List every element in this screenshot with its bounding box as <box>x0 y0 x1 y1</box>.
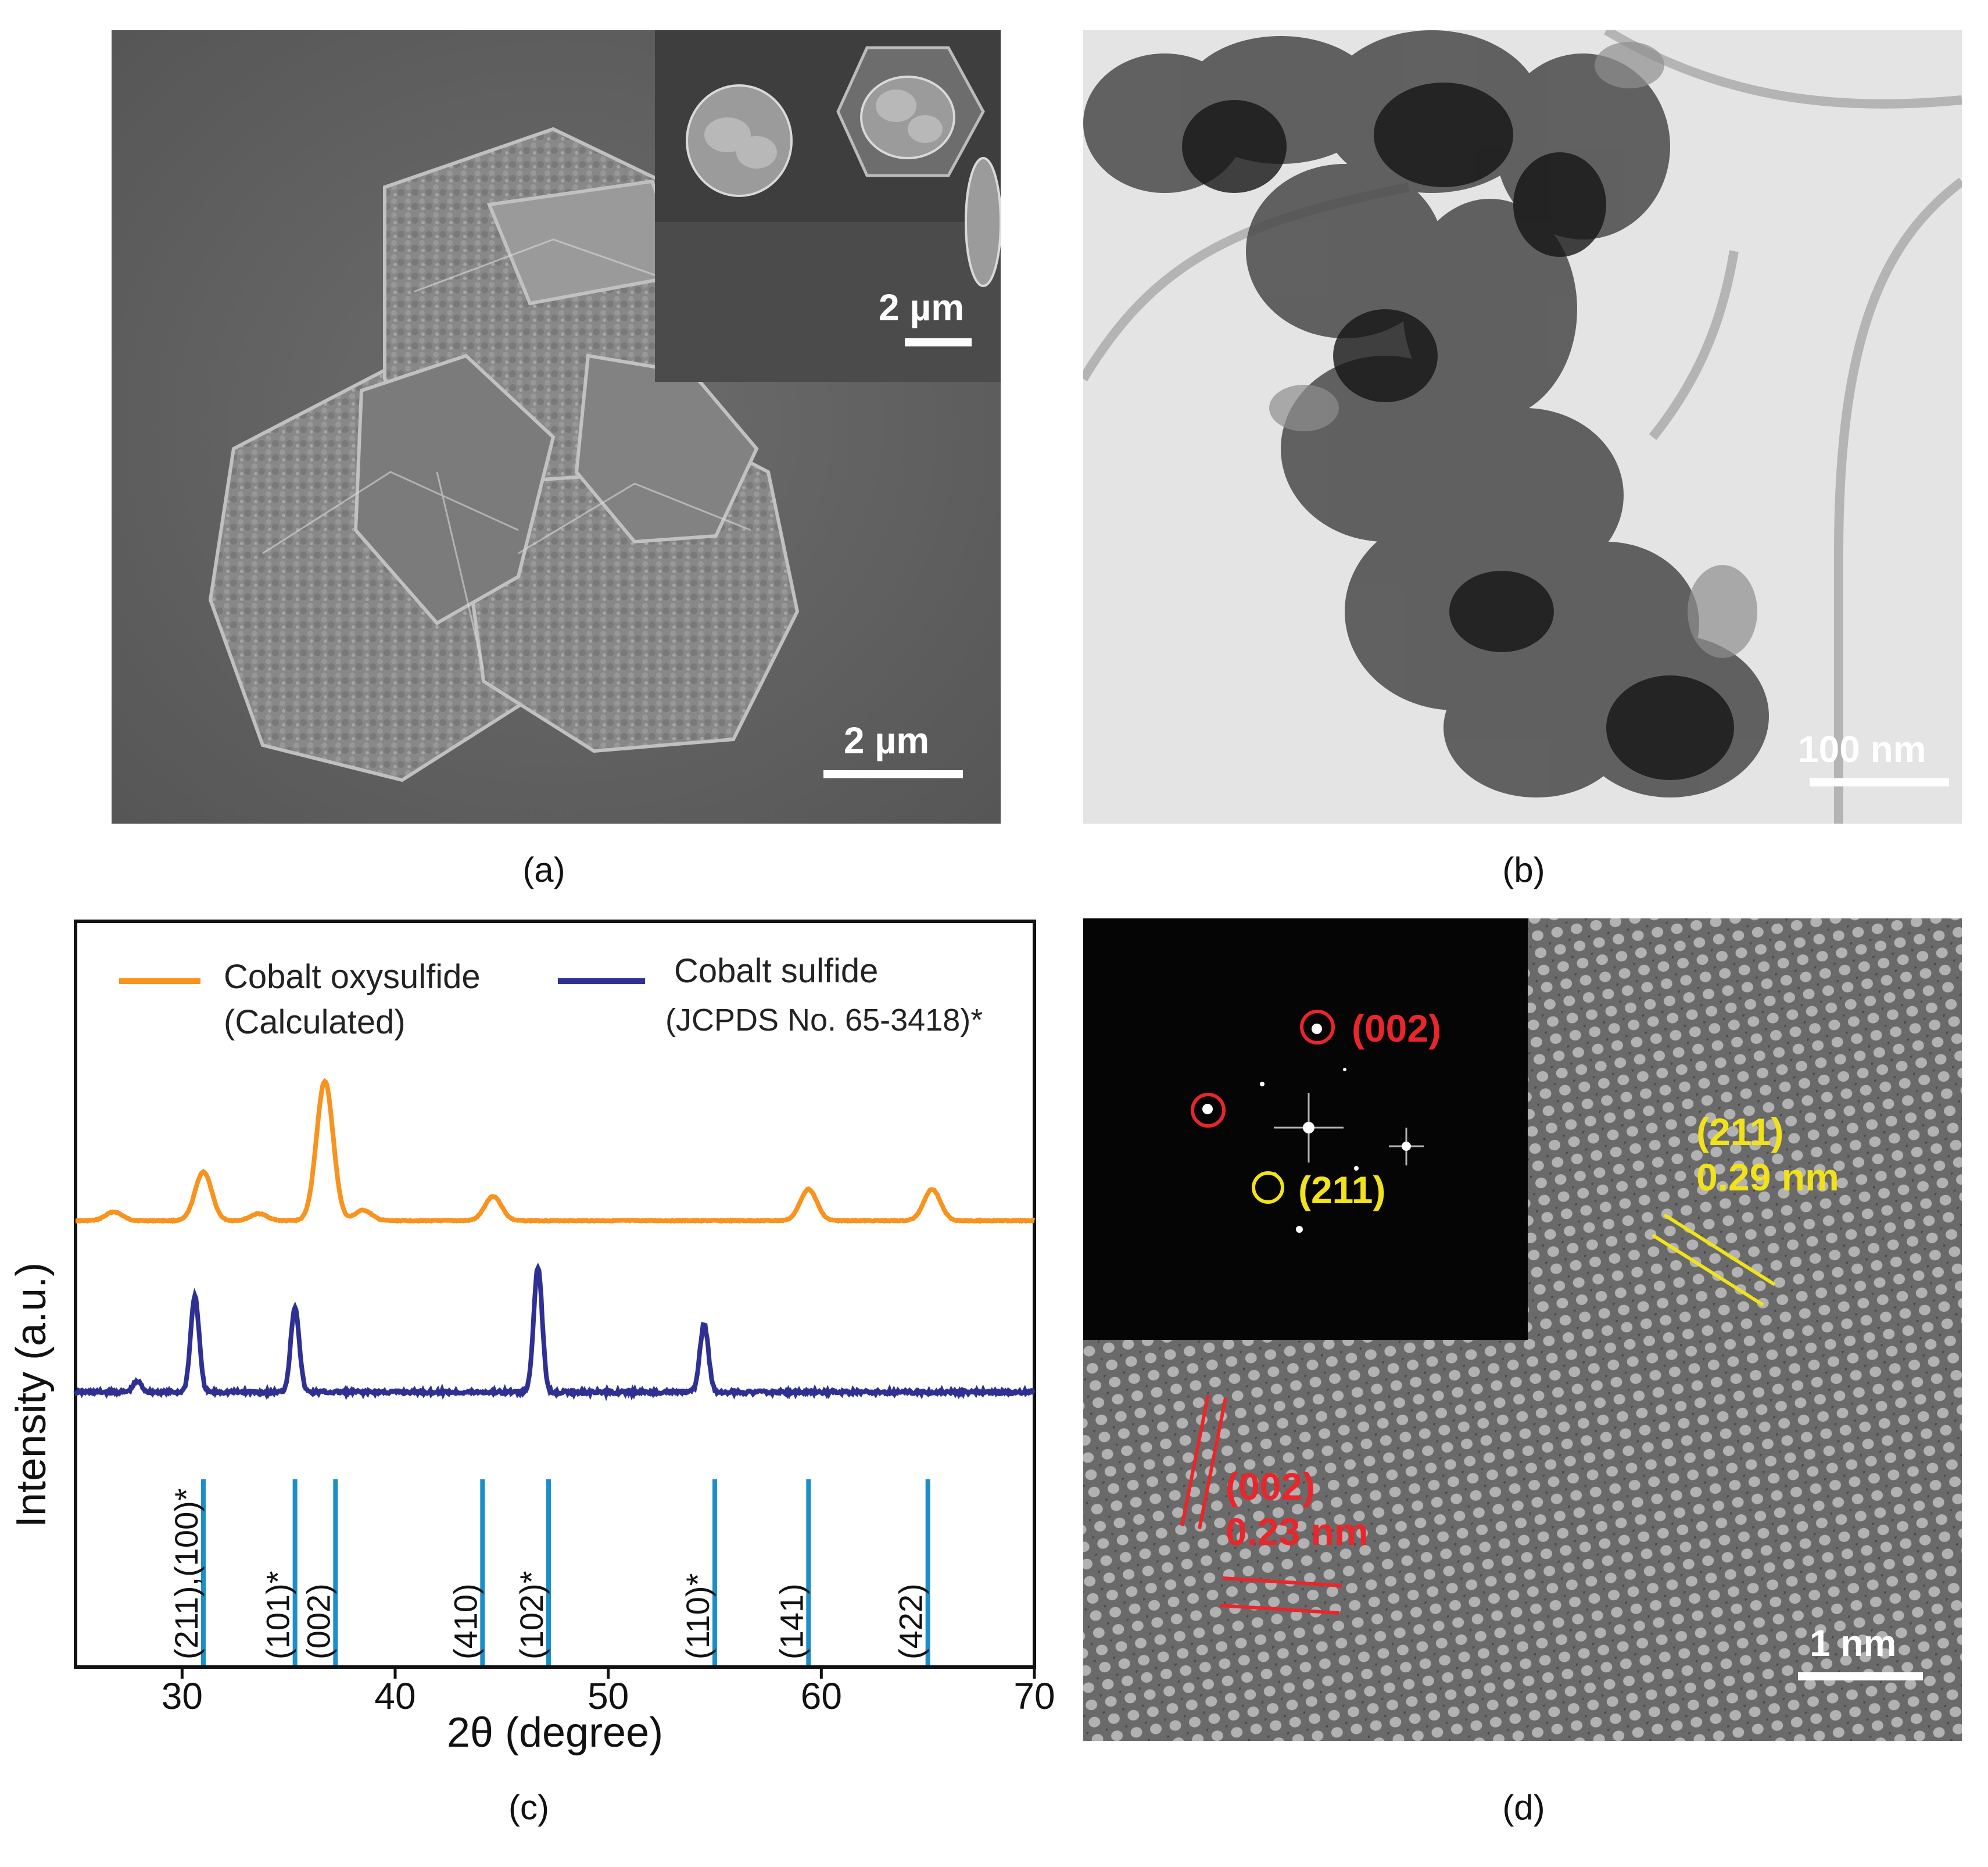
x-tick-label: 70 <box>1013 1675 1055 1717</box>
scale-bar <box>1810 778 1949 786</box>
lattice-002-spacing: 0.23 nm <box>1226 1510 1369 1553</box>
fft-label-002: (002) <box>1352 1007 1442 1050</box>
x-tick-label: 50 <box>588 1675 629 1717</box>
x-axis-label: 2θ (degree) <box>447 1709 663 1756</box>
fft-marker-211 <box>1252 1171 1284 1204</box>
scale-bar-label: 1 nm <box>1810 1622 1897 1664</box>
tem-micrograph <box>1079 26 1965 824</box>
lattice-211-markers <box>1652 1213 1776 1307</box>
caption-a: (a) <box>522 850 565 889</box>
reference-label: (002) <box>300 1583 336 1659</box>
legend-label-oxysulfide: Cobalt oxysulfide <box>224 958 481 996</box>
series-line-oxysulfide <box>75 1078 1036 1224</box>
fft-inset <box>1083 918 1528 1340</box>
inset-scale-bar-label: 2 µm <box>879 287 965 328</box>
x-tick-label: 40 <box>374 1675 415 1717</box>
fft-marker-002-b <box>1191 1093 1226 1128</box>
fft-marker-002-a <box>1300 1010 1335 1045</box>
legend-label-sulfide: Cobalt sulfide <box>674 952 878 990</box>
scale-bar-label: 2 µm <box>844 720 930 761</box>
series-line-sulfide <box>73 1262 1036 1401</box>
y-axis-label: Intensity (a.u.) <box>8 1262 55 1528</box>
reference-label: (410) <box>447 1583 483 1659</box>
scale-bar-label: 100 nm <box>1798 728 1926 770</box>
hrtem-lattice-image <box>1083 918 1962 1741</box>
lattice-211-plane: (211) <box>1696 1110 1784 1153</box>
reference-label: (141) <box>773 1583 809 1659</box>
panel-d-hrtem-image: (002) (211) (211) 0.29 nm (002) 0.23 nm … <box>1083 918 1962 1741</box>
caption-d: (d) <box>1502 1788 1545 1827</box>
caption-c: (c) <box>508 1788 549 1827</box>
fft-label-211: (211) <box>1298 1168 1386 1211</box>
panel-c-xrd-chart: (211),(100)* (101)* (002) (410) (102)* (110)*… <box>0 907 1058 1779</box>
lattice-002-plane: (002) <box>1226 1465 1316 1508</box>
inset-scale-bar <box>905 338 972 346</box>
scale-bar <box>1798 1672 1923 1680</box>
reference-label: (102)* <box>513 1571 550 1659</box>
sem-micrograph <box>112 30 1002 824</box>
xrd-chart: (211),(100)* (101)* (002) (410) (102)* (110)*… <box>8 920 1055 1756</box>
plot-frame <box>74 920 1036 1669</box>
reference-label: (211),(100)* <box>168 1488 205 1659</box>
x-tick-label: 30 <box>162 1675 203 1717</box>
scale-bar <box>823 770 963 778</box>
x-tick-label: 60 <box>801 1675 842 1717</box>
panel-b-tem-image: 100 nm <box>1079 26 1965 824</box>
reference-label: (110)* <box>679 1573 716 1659</box>
sem-inset <box>655 30 1002 382</box>
panel-a-sem-image: 2 µm 2 µm <box>112 30 1002 824</box>
nanoparticle-aggregate <box>1083 30 1769 797</box>
caption-b: (b) <box>1502 850 1545 889</box>
crystal-cluster <box>208 127 800 782</box>
legend-label-oxysulfide-sub: (Calculated) <box>224 1003 406 1041</box>
lattice-002-markers <box>1180 1394 1342 1615</box>
lattice-211-spacing: 0.29 nm <box>1696 1156 1839 1199</box>
reference-label: (422) <box>893 1583 929 1659</box>
legend-label-sulfide-sub: (JCPDS No. 65-3418)* <box>665 1003 983 1038</box>
reference-label: (101)* <box>260 1571 296 1659</box>
